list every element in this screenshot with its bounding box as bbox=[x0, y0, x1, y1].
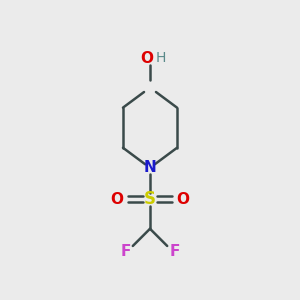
Text: O: O bbox=[110, 191, 124, 206]
Text: F: F bbox=[120, 244, 131, 260]
Text: N: N bbox=[144, 160, 156, 175]
Text: O: O bbox=[140, 51, 153, 66]
Text: S: S bbox=[144, 190, 156, 208]
Text: H: H bbox=[156, 51, 166, 65]
Text: F: F bbox=[169, 244, 180, 260]
Text: O: O bbox=[176, 191, 190, 206]
